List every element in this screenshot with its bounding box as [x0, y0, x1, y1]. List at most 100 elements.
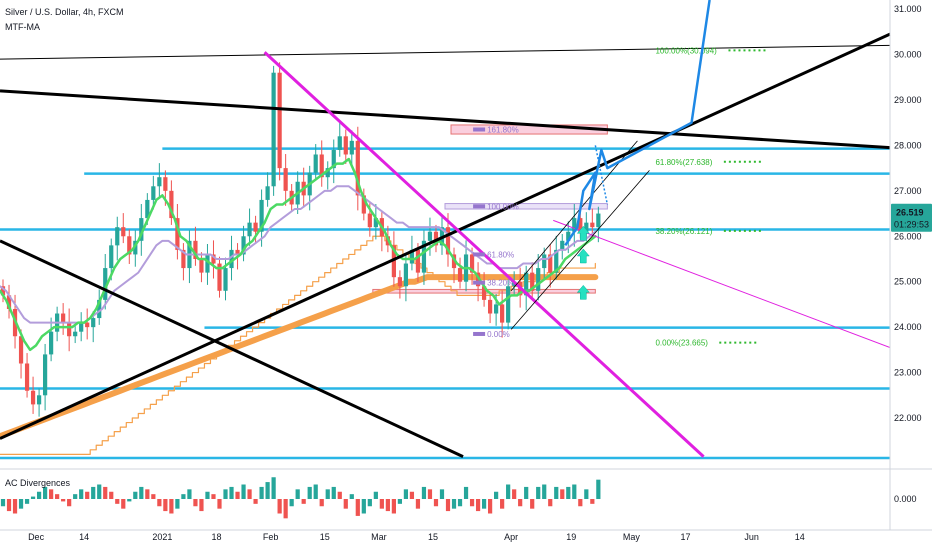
ac-histogram-bar: [295, 489, 300, 499]
trend-line-3[interactable]: [0, 44, 891, 60]
channel-line-1[interactable]: [510, 170, 650, 330]
candle-body: [67, 322, 72, 337]
ac-histogram-bar: [109, 491, 114, 499]
ac-histogram-bar: [361, 499, 366, 514]
ac-histogram-bar: [181, 494, 186, 499]
candle-body: [133, 240, 138, 255]
candle-body: [235, 249, 240, 255]
ac-histogram-bar: [337, 491, 342, 499]
candle-body: [361, 195, 366, 214]
ac-histogram-bar: [445, 499, 451, 512]
indicator-legend: MTF-MA: [5, 22, 40, 32]
time-tick-label: 17: [681, 532, 691, 542]
candle-body: [73, 331, 78, 337]
ac-histogram-bar: [55, 494, 60, 499]
candle-body: [211, 254, 216, 264]
candle-body: [223, 268, 228, 291]
ac-histogram-bar: [596, 479, 601, 499]
main-price-pane[interactable]: 100.00%(30.094) 61.80%(27.638) 38.20%(26.1…: [0, 0, 932, 470]
candle-body: [560, 240, 565, 250]
countdown-label: 01:29:53: [894, 220, 929, 230]
candle-body: [457, 268, 463, 282]
candle-body: [217, 263, 222, 291]
candle-body: [421, 240, 427, 273]
ac-histogram-bar: [313, 484, 318, 499]
candle-body: [0, 286, 6, 296]
trend-line-0[interactable]: [0, 89, 891, 150]
candle-body: [337, 136, 342, 150]
ac-histogram-bar: [506, 484, 511, 499]
ac-histogram-bar: [427, 489, 433, 499]
candle-body: [584, 222, 589, 232]
ac-histogram-bar: [211, 494, 216, 499]
ac-histogram-bar: [283, 499, 288, 519]
ac-histogram-bar: [67, 499, 72, 507]
ac-histogram-bar: [247, 489, 252, 499]
candle-body: [193, 240, 198, 259]
time-tick-label: 14: [79, 532, 89, 542]
candle-body: [481, 286, 487, 300]
candle-body: [349, 140, 354, 155]
up-arrow-icon: [576, 248, 590, 264]
time-tick-label: 19: [566, 532, 576, 542]
candle-body: [506, 286, 511, 323]
candle-body: [49, 331, 54, 355]
trend-line-2[interactable]: [0, 239, 464, 459]
ac-histogram-bar: [349, 494, 354, 499]
ac-histogram-bar: [157, 499, 162, 507]
candle-body: [451, 254, 457, 269]
trend-line-1[interactable]: [0, 32, 891, 440]
candle-body: [397, 277, 403, 287]
time-tick-label: May: [623, 532, 641, 542]
time-tick-label: 14: [795, 532, 805, 542]
candle-body: [127, 236, 132, 255]
ac-histogram-bar: [145, 489, 150, 499]
ac-histogram-bar: [373, 491, 378, 499]
ac-histogram-bar: [307, 486, 312, 499]
candle-body: [97, 299, 102, 319]
fib-label-3: 0.00%(23.665): [655, 339, 708, 348]
candle-body: [530, 272, 535, 291]
candle-body: [578, 218, 583, 232]
ac-histogram-bar: [36, 491, 42, 499]
ac-histogram-bar: [79, 489, 84, 499]
ac-histogram-bar: [187, 489, 192, 499]
candle-body: [403, 263, 409, 287]
ac-histogram-bar: [12, 499, 18, 514]
fib-label-6: 61.80%: [487, 250, 514, 259]
candle-body: [590, 222, 595, 228]
channel-line-0[interactable]: [510, 140, 638, 292]
candle-body: [247, 222, 252, 237]
ac-histogram-bar: [319, 499, 324, 507]
candle-body: [79, 322, 84, 332]
candle-body: [181, 249, 186, 269]
candle-body: [241, 236, 246, 255]
ac-histogram-bar: [439, 489, 445, 499]
ac-histogram-bar: [409, 491, 415, 499]
ac-histogram-bar: [85, 491, 90, 499]
ma-orange-thick-line: [0, 274, 599, 440]
projection-path[interactable]: [564, 0, 711, 247]
candle-body: [139, 218, 144, 241]
ac-histogram-bar: [259, 486, 264, 499]
candle-body: [277, 72, 282, 169]
ac-histogram-bar: [433, 499, 439, 507]
ac-divergences-pane[interactable]: [0, 477, 601, 519]
ac-histogram-bar: [241, 484, 246, 499]
candle-body: [157, 177, 162, 187]
ac-histogram-bar: [457, 499, 463, 507]
ac-histogram-bar: [49, 489, 54, 499]
price-tick-label: 27.000: [894, 186, 922, 196]
time-tick-label: 2021: [152, 532, 172, 542]
ac-histogram-bar: [265, 482, 270, 499]
candle-body: [542, 254, 547, 269]
ac-histogram-bar: [253, 499, 258, 504]
candle-body: [283, 168, 288, 191]
ac-histogram-bar: [494, 491, 499, 499]
candle-body: [524, 272, 529, 296]
price-tick-label: 23.000: [894, 368, 922, 378]
trend-line-5[interactable]: [553, 219, 891, 349]
candle-body: [415, 249, 421, 273]
ac-histogram-bar: [536, 486, 541, 499]
